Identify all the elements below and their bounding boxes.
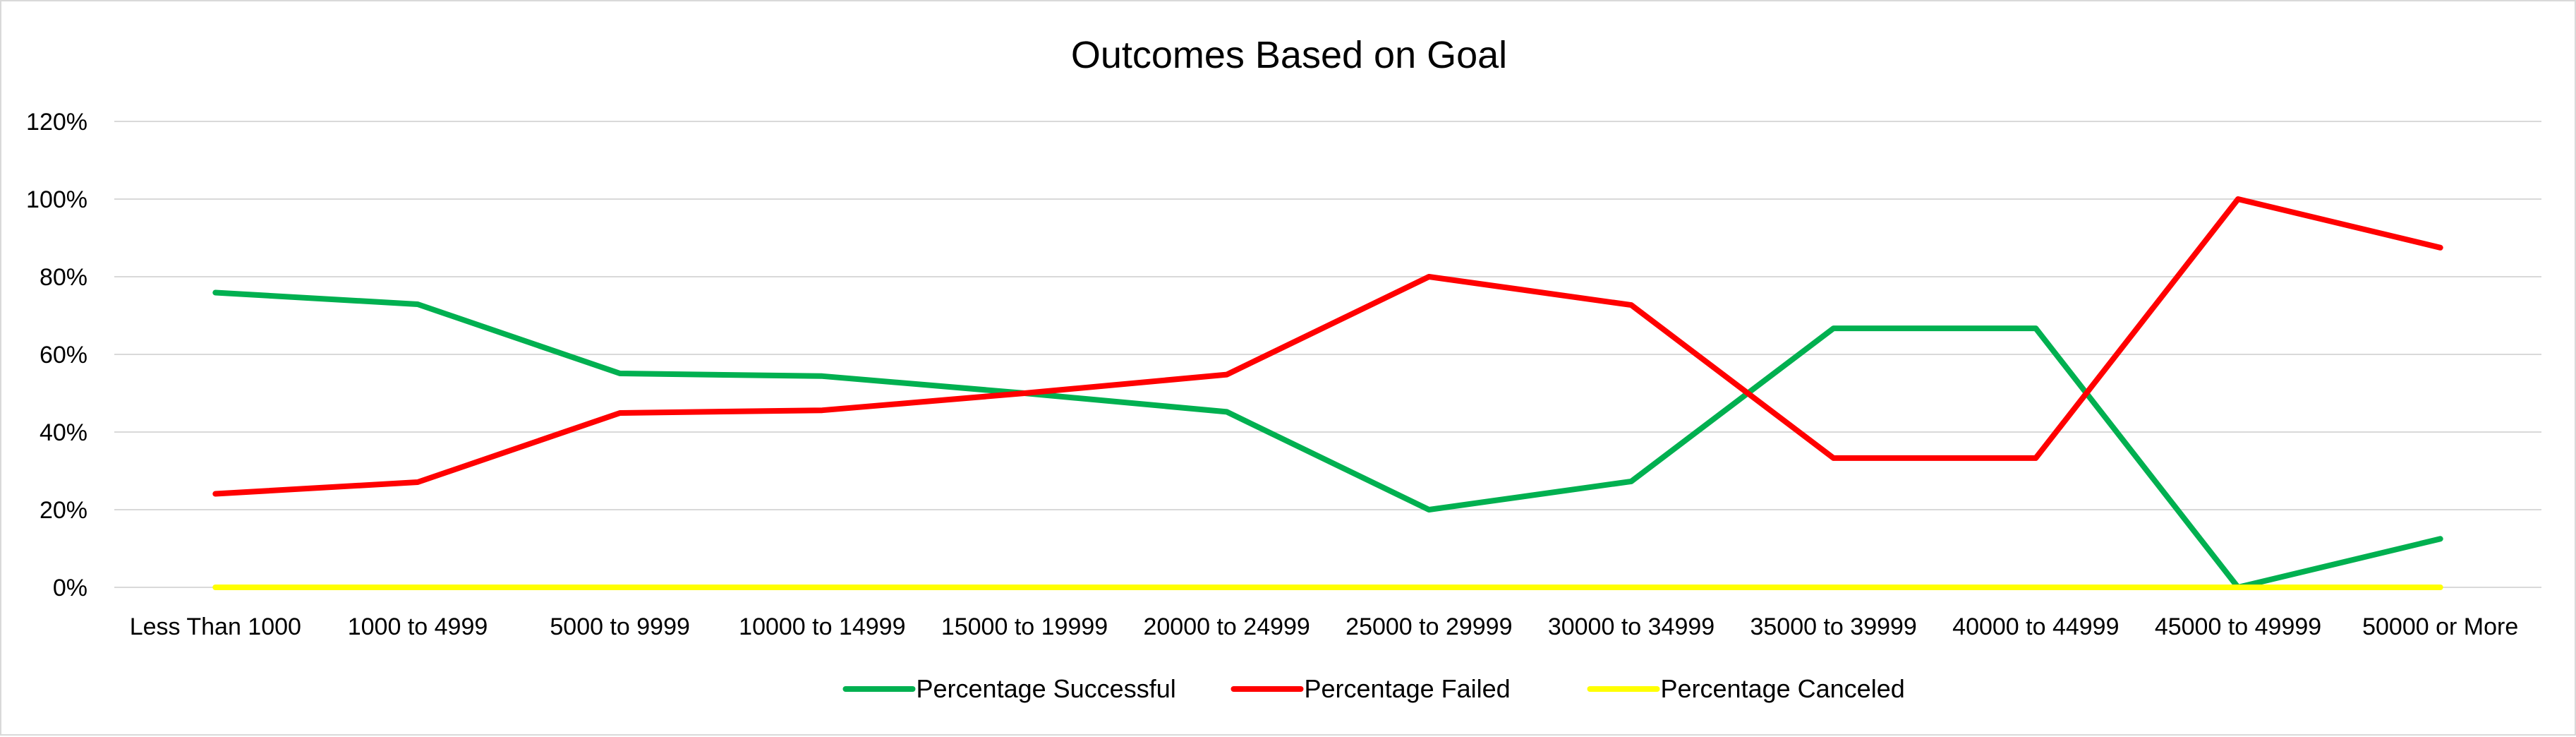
chart-title: Outcomes Based on Goal xyxy=(1071,34,1507,76)
x-tick-label: 5000 to 9999 xyxy=(550,613,690,640)
x-tick-label: 40000 to 44999 xyxy=(1952,613,2119,640)
x-axis-ticks: Less Than 1000 1000 to 4999 5000 to 9999 10… xyxy=(130,613,2519,640)
legend: Percentage Successful Percentage Failed Pe… xyxy=(842,674,1905,703)
x-tick-label: 20000 to 24999 xyxy=(1143,613,1310,640)
x-tick-label: 10000 to 14999 xyxy=(739,613,905,640)
x-tick-label: 15000 to 19999 xyxy=(941,613,1108,640)
y-tick-label: 40% xyxy=(40,419,87,446)
y-axis-ticks: 0% 20% 40% 60% 80% 100% 120% xyxy=(26,109,87,601)
x-tick-label: Less Than 1000 xyxy=(130,613,301,640)
x-tick-label: 50000 or More xyxy=(2362,613,2518,640)
x-tick-label: 25000 to 29999 xyxy=(1346,613,1512,640)
y-tick-label: 0% xyxy=(53,575,87,601)
y-tick-label: 20% xyxy=(40,497,87,524)
legend-label: Percentage Successful xyxy=(917,674,1176,703)
x-tick-label: 1000 to 4999 xyxy=(348,613,488,640)
y-tick-label: 100% xyxy=(26,186,87,213)
series-line-0 xyxy=(212,289,2443,590)
legend-label: Percentage Canceled xyxy=(1661,674,1905,703)
y-tick-label: 60% xyxy=(40,342,87,368)
gridlines xyxy=(114,121,2541,588)
series-line-1 xyxy=(212,196,2443,497)
x-tick-label: 35000 to 39999 xyxy=(1750,613,1916,640)
series-lines xyxy=(212,196,2443,590)
y-tick-label: 120% xyxy=(26,109,87,136)
y-tick-label: 80% xyxy=(40,264,87,291)
x-tick-label: 45000 to 49999 xyxy=(2155,613,2321,640)
legend-label: Percentage Failed xyxy=(1305,674,1511,703)
x-tick-label: 30000 to 34999 xyxy=(1548,613,1715,640)
